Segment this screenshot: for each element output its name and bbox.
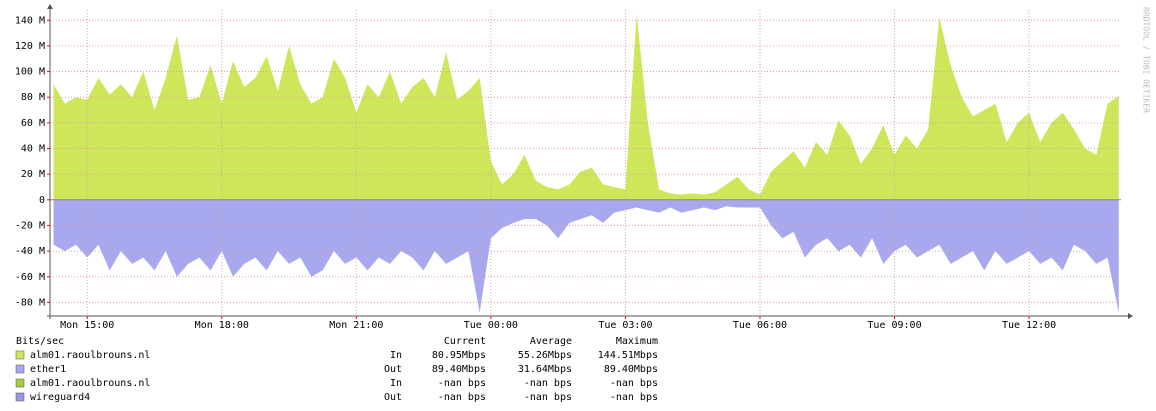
legend-average: 31.64Mbps bbox=[518, 364, 572, 375]
legend-name: alm01.raoulbrouns.nl bbox=[30, 378, 150, 389]
x-tick-label: Tue 00:00 bbox=[464, 320, 518, 331]
y-tick-label: -80 M bbox=[15, 297, 45, 308]
legend-direction: Out bbox=[384, 364, 402, 375]
x-tick-label: Tue 09:00 bbox=[867, 320, 921, 331]
y-tick-label: -60 M bbox=[15, 272, 45, 283]
y-tick-label: -20 M bbox=[15, 220, 45, 231]
legend-maximum: 89.40Mbps bbox=[604, 364, 658, 375]
legend-header: Maximum bbox=[616, 336, 658, 347]
y-tick-label: 80 M bbox=[21, 92, 45, 103]
x-tick-label: Mon 21:00 bbox=[329, 320, 383, 331]
x-tick-label: Tue 03:00 bbox=[598, 320, 652, 331]
legend-name: wireguard4 bbox=[30, 392, 90, 403]
watermark: RRDTOOL / TOBI OETIKER bbox=[1142, 7, 1151, 113]
x-tick-label: Mon 18:00 bbox=[195, 320, 249, 331]
x-tick-label: Tue 12:00 bbox=[1002, 320, 1056, 331]
x-tick-label: Mon 15:00 bbox=[60, 320, 114, 331]
legend-name: ether1 bbox=[30, 364, 66, 375]
legend-swatch bbox=[15, 392, 25, 402]
y-tick-label: 20 M bbox=[21, 169, 45, 180]
legend-average: -nan bps bbox=[524, 378, 572, 389]
legend-name: alm01.raoulbrouns.nl bbox=[30, 350, 150, 361]
y-tick-label: -40 M bbox=[15, 246, 45, 257]
legend-maximum: -nan bps bbox=[610, 378, 658, 389]
legend-average: -nan bps bbox=[524, 392, 572, 403]
legend-direction: Out bbox=[384, 392, 402, 403]
y-tick-label: 120 M bbox=[15, 41, 45, 52]
legend-current: -nan bps bbox=[438, 392, 486, 403]
legend-title: Bits/sec bbox=[16, 336, 64, 347]
y-axis-arrow bbox=[47, 4, 53, 9]
legend-swatch bbox=[15, 350, 25, 360]
y-tick-label: 140 M bbox=[15, 15, 45, 26]
x-tick-label: Tue 06:00 bbox=[733, 320, 787, 331]
legend-current: 89.40Mbps bbox=[432, 364, 486, 375]
area bbox=[53, 13, 1119, 200]
y-tick-label: 0 bbox=[39, 195, 45, 206]
legend-header: Current bbox=[444, 336, 486, 347]
legend-swatch bbox=[15, 378, 25, 388]
legend-current: 80.95Mbps bbox=[432, 350, 486, 361]
legend-swatch bbox=[15, 364, 25, 374]
legend-maximum: -nan bps bbox=[610, 392, 658, 403]
legend-maximum: 144.51Mbps bbox=[598, 350, 658, 361]
y-tick-label: 100 M bbox=[15, 67, 45, 78]
legend-header: Average bbox=[530, 336, 572, 347]
y-tick-label: 40 M bbox=[21, 144, 45, 155]
x-axis-arrow bbox=[1128, 313, 1133, 319]
area bbox=[53, 199, 1119, 313]
y-tick-label: 60 M bbox=[21, 118, 45, 129]
legend-average: 55.26Mbps bbox=[518, 350, 572, 361]
legend-direction: In bbox=[390, 350, 402, 361]
legend-direction: In bbox=[390, 378, 402, 389]
legend-current: -nan bps bbox=[438, 378, 486, 389]
